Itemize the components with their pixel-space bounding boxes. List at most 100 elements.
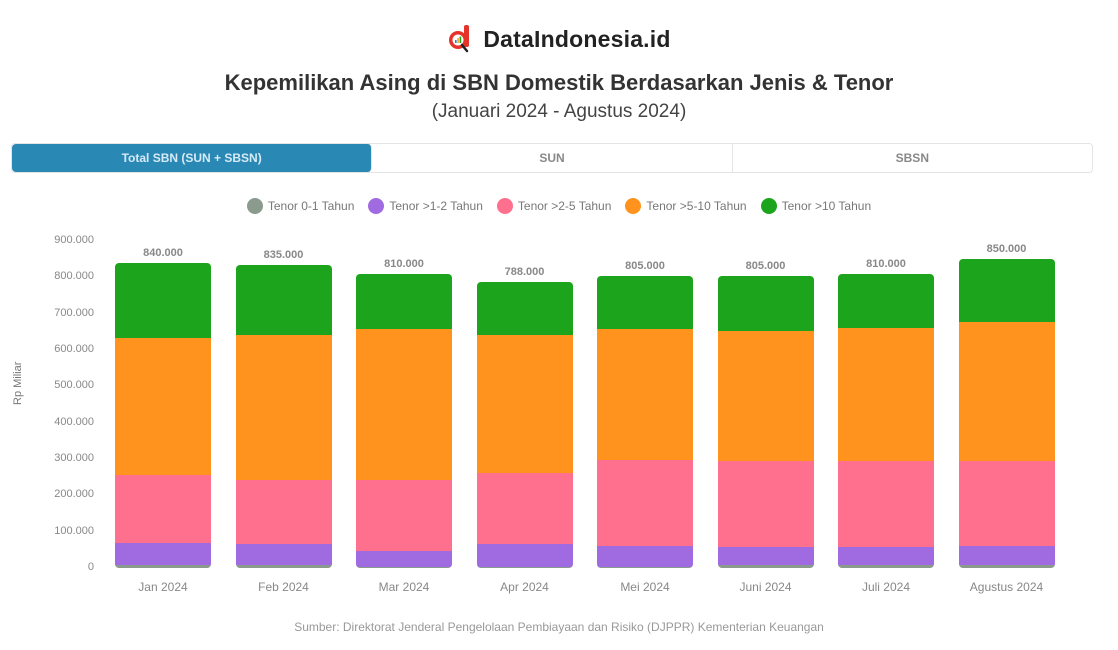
bar-segment[interactable]: [235, 565, 332, 568]
y-tick-label: 200.000: [54, 488, 94, 501]
bar-segment[interactable]: [717, 547, 814, 566]
bar-total-label: 810.000: [866, 257, 906, 270]
y-tick-label: 700.000: [54, 306, 94, 319]
bar-stack[interactable]: [958, 259, 1055, 568]
bar-segment[interactable]: [115, 338, 211, 476]
legend-item[interactable]: Tenor >2-5 Tahun: [496, 198, 612, 214]
x-tick-label: Feb 2024: [258, 580, 309, 594]
dataindonesia-logo-icon: [447, 24, 473, 54]
y-tick-label: 500.000: [54, 379, 94, 392]
legend-dot-icon: [496, 198, 513, 214]
bar-segment[interactable]: [115, 565, 211, 568]
y-tick-label: 600.000: [54, 343, 94, 355]
bar-segment[interactable]: [717, 330, 814, 461]
bar-segment[interactable]: [115, 543, 211, 566]
bar-segment[interactable]: [717, 565, 814, 568]
chart-legend: Tenor 0-1 Tahun Tenor >1-2 Tahun Tenor >2-…: [0, 198, 1118, 214]
bar-segment[interactable]: [235, 544, 332, 566]
bar-segment[interactable]: [958, 546, 1055, 566]
legend-label: Tenor 0-1 Tahun: [267, 199, 355, 213]
bar-segment[interactable]: [476, 566, 573, 568]
bar-segment[interactable]: [235, 264, 332, 336]
bar-segment[interactable]: [958, 321, 1055, 461]
y-tick-label: 400.000: [54, 415, 94, 428]
bar-total-label: 805.000: [745, 259, 786, 272]
y-tick-label: 800.000: [54, 270, 94, 283]
legend-dot-icon: [368, 198, 385, 214]
bar-segment[interactable]: [115, 262, 211, 339]
x-tick-label: Juni 2024: [739, 580, 792, 594]
bar-total-label: 810.000: [384, 257, 424, 270]
bar-segment[interactable]: [356, 273, 452, 329]
legend-label: Tenor >1-2 Tahun: [389, 199, 483, 213]
bar-segment[interactable]: [356, 479, 452, 551]
bar-segment[interactable]: [838, 327, 934, 461]
legend-item[interactable]: Tenor >10 Tahun: [760, 198, 872, 214]
bar-segment[interactable]: [597, 545, 693, 567]
y-tick-label: 100.000: [54, 524, 94, 537]
x-tick-label: Apr 2024: [500, 580, 549, 594]
bar-stack[interactable]: [717, 275, 814, 568]
bar-segment[interactable]: [476, 281, 573, 335]
bar-segment[interactable]: [235, 480, 332, 545]
bar-segment[interactable]: [958, 460, 1055, 547]
legend-item[interactable]: Tenor 0-1 Tahun: [246, 198, 355, 214]
bar-segment[interactable]: [838, 460, 934, 548]
bar-stack[interactable]: [476, 281, 573, 568]
tab-total-sbn[interactable]: Total SBN (SUN + SBSN): [12, 144, 373, 172]
x-tick-label: Juli 2024: [861, 580, 911, 594]
bar-segment[interactable]: [838, 565, 934, 568]
bar-segment[interactable]: [115, 475, 211, 544]
legend-item[interactable]: Tenor >1-2 Tahun: [368, 198, 483, 214]
bar-stack[interactable]: [115, 262, 211, 568]
bar-segment[interactable]: [597, 329, 693, 461]
bar-segment[interactable]: [356, 550, 452, 567]
tab-sbsn[interactable]: SBSN: [732, 144, 1092, 172]
source-note: Sumber: Direktorat Jenderal Pengelolaan …: [294, 620, 824, 634]
bar-total-label: 840.000: [143, 246, 183, 259]
y-tick-label: 0: [87, 561, 94, 573]
bar-segment[interactable]: [235, 335, 332, 481]
bar-segment[interactable]: [597, 566, 693, 568]
y-tick-label: 900.000: [54, 234, 94, 246]
brand-name: DataIndonesia.id: [483, 25, 671, 52]
chart-title: Kepemilikan Asing di SBN Domestik Berdas…: [224, 70, 894, 95]
legend-label: Tenor >10 Tahun: [781, 199, 872, 213]
bar-total-label: 805.000: [625, 259, 665, 272]
bar-total-label: 850.000: [986, 243, 1027, 256]
bar-total-label: 835.000: [263, 248, 304, 261]
x-tick-label: Mar 2024: [378, 580, 430, 594]
bar-segment[interactable]: [476, 334, 573, 473]
brand-header: DataIndonesia.id: [0, 24, 1118, 54]
bar-segment[interactable]: [356, 328, 452, 480]
bar-segment[interactable]: [958, 259, 1055, 322]
plot-area: 840.000 835.000 810.000 788.000 805.000 805.0…: [100, 241, 1070, 568]
legend-dot-icon: [246, 198, 263, 214]
legend-item[interactable]: Tenor >5-10 Tahun: [625, 198, 747, 214]
bar-segment[interactable]: [838, 273, 934, 328]
bar-stack[interactable]: [838, 273, 934, 568]
bar-segment[interactable]: [717, 460, 814, 548]
bar-segment[interactable]: [356, 566, 452, 568]
tab-sun[interactable]: SUN: [372, 144, 733, 172]
bar-stack[interactable]: [235, 264, 332, 568]
legend-dot-icon: [760, 198, 777, 214]
bar-segment[interactable]: [717, 275, 814, 331]
bar-segment[interactable]: [597, 460, 693, 546]
bar-segment[interactable]: [597, 275, 693, 330]
chart-subtitle: (Januari 2024 - Agustus 2024): [431, 101, 687, 122]
bar-stack[interactable]: [597, 275, 693, 568]
bar-total-label: 788.000: [504, 265, 545, 278]
bar-stack[interactable]: [356, 273, 452, 568]
bar-segment[interactable]: [838, 547, 934, 566]
legend-label: Tenor >5-10 Tahun: [646, 199, 747, 213]
x-tick-label: Mei 2024: [620, 580, 670, 594]
bar-segment[interactable]: [958, 565, 1055, 568]
bar-segment[interactable]: [476, 544, 573, 567]
y-tick-label: 300.000: [54, 452, 94, 464]
tab-bar: Total SBN (SUN + SBSN) SUN SBSN: [11, 143, 1093, 173]
legend-label: Tenor >2-5 Tahun: [517, 199, 612, 213]
legend-dot-icon: [625, 198, 642, 214]
bar-segment[interactable]: [476, 472, 573, 545]
x-tick-label: Agustus 2024: [969, 580, 1044, 594]
